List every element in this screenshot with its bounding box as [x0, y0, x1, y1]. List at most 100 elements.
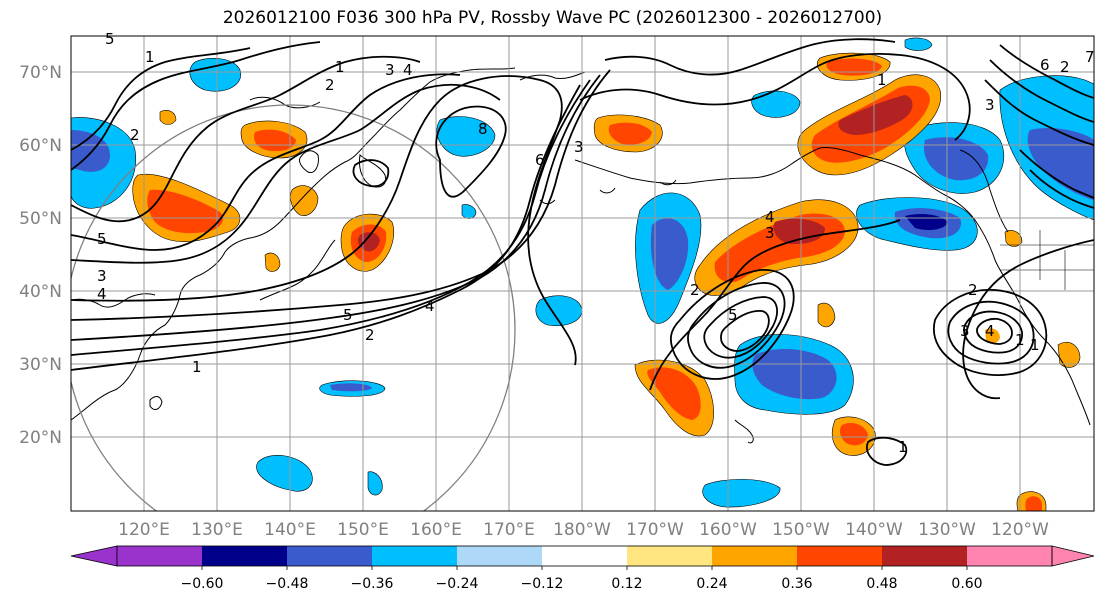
colorbar-tick-label-6: 0.12: [611, 576, 642, 592]
colorbar-tick-label-5: −0.12: [521, 576, 564, 592]
lon-label-170e: 170°E: [483, 520, 535, 540]
contour-label-19: 4: [765, 208, 775, 226]
contour-label-4: 1: [192, 358, 202, 376]
colorbar-tick-label-7: 0.24: [696, 576, 727, 592]
lon-label-160e: 160°E: [410, 520, 462, 540]
lon-label-120e: 120°E: [118, 520, 170, 540]
colorbar-segment-2: [202, 546, 287, 566]
contour-label-10: 2: [130, 126, 140, 144]
pv-contour-7: [71, 73, 461, 251]
contour-label-8: 2: [325, 76, 335, 94]
colorbar-frame: [116, 545, 1053, 567]
pv-contour-4: [71, 69, 611, 321]
lon-label-130e: 130°E: [191, 520, 243, 540]
contour-label-7: 4: [425, 297, 435, 315]
colorbar-segment-4: [372, 546, 457, 566]
gridlines: [71, 36, 1094, 511]
colorbar-extend-min: [70, 545, 118, 567]
contour-label-1: 5: [97, 230, 107, 248]
colorbar-extend-max: [1051, 545, 1095, 567]
pv-contour-3: [71, 74, 601, 341]
pv-contour-6: [71, 83, 501, 264]
contour-label-20: 3: [765, 224, 775, 242]
lat-label-50n: 50°N: [19, 209, 62, 229]
contour-label-15: 5: [105, 30, 115, 48]
contour-label-29: 2: [1060, 58, 1070, 76]
negative-anomaly-region-north: [189, 57, 496, 219]
pv-contour-20: [932, 288, 1048, 376]
colorbar-tick-label-10: 0.60: [951, 576, 982, 592]
longitude-labels: 120°E 130°E 140°E 150°E 160°E 170°E 180°…: [118, 520, 1049, 540]
pv-contour-16: [720, 310, 770, 352]
pv-contour-30: [866, 436, 908, 466]
pv-contour-9: [71, 41, 321, 171]
colorbar-tick-label-4: −0.24: [436, 576, 479, 592]
colorbar-ticks: [201, 566, 968, 570]
pv-contour-25: [984, 79, 1094, 146]
contour-labels: 5 3 4 1 2 5 4 2 1 2 3 4 1 6 5 8 3 2 4 3 …: [97, 30, 1095, 456]
colorbar-tick-label-3: −0.36: [351, 576, 394, 592]
contour-label-28: 6: [1040, 56, 1050, 74]
pv-contour-14: [687, 282, 786, 369]
pv-contour-22: [963, 310, 1023, 354]
colorbar-segment-8: [712, 546, 797, 566]
colorbar-segment-5: [457, 546, 542, 566]
pv-contour-24: [962, 239, 1094, 400]
pv-contour-12: [435, 105, 507, 198]
gray-radius-circle: [71, 104, 516, 511]
pv-contour-21: [947, 300, 1035, 365]
contour-label-25: 3: [960, 322, 970, 340]
pv-contour-18: [579, 53, 971, 141]
map-frame: [70, 35, 1095, 512]
colorbar-segment-6: [542, 546, 627, 566]
asia-coast: [71, 67, 516, 421]
colorbar-segment-9: [797, 546, 882, 566]
taiwan-outline: [149, 396, 163, 410]
lat-label-60n: 60°N: [19, 136, 62, 156]
colorbar-segment-1: [117, 546, 202, 566]
colorbar: −0.60 −0.48 −0.36 −0.24 −0.12 0.12 0.24 …: [70, 545, 1095, 592]
lat-label-70n: 70°N: [19, 63, 62, 83]
pv-contour-26: [989, 59, 1094, 123]
colorbar-tick-label-1: −0.60: [181, 576, 224, 592]
contour-label-14: 6: [535, 151, 545, 169]
coastlines: [71, 67, 1094, 444]
colorbar-segment-11: [967, 546, 1052, 566]
lon-label-140e: 140°E: [264, 520, 316, 540]
pv-contour-19: [604, 38, 896, 76]
pv-contour-1: [71, 84, 581, 371]
contour-label-31: 7: [1085, 48, 1095, 66]
contour-label-12: 4: [403, 61, 413, 79]
contour-label-26: 4: [985, 322, 995, 340]
contour-label-22: 1: [877, 71, 887, 89]
kamchatka-outline: [359, 153, 387, 188]
chart-title: 2026012100 F036 300 hPa PV, Rossby Wave …: [222, 8, 883, 28]
contour-label-9: 1: [335, 58, 345, 76]
pv-contour-28: [1019, 149, 1094, 199]
lon-label-170w: 170°W: [626, 520, 684, 540]
canada-coast: [959, 149, 1009, 233]
contour-label-32: 1: [1030, 336, 1040, 354]
pv-contour-29: [1029, 169, 1094, 209]
contour-label-6: 5: [343, 306, 353, 324]
chukotka-coast: [519, 71, 586, 81]
lon-label-150w: 150°W: [772, 520, 830, 540]
contour-label-16: 8: [478, 120, 488, 138]
colorbar-segment-7: [627, 546, 712, 566]
contour-label-18: 2: [690, 281, 700, 299]
lon-label-160w: 160°W: [699, 520, 757, 540]
pv-contour-17: [649, 219, 901, 391]
contour-label-24: 2: [968, 281, 978, 299]
colorbar-segment-10: [882, 546, 967, 566]
pv-contour-13: [669, 269, 795, 380]
lon-label-150e: 150°E: [337, 520, 389, 540]
contour-label-30: 3: [985, 96, 995, 114]
pv-contour-23: [976, 317, 1013, 345]
lat-label-30n: 30°N: [19, 355, 62, 375]
pv-contour-27: [999, 44, 1094, 99]
contour-label-2: 3: [97, 267, 107, 285]
lon-label-120w: 120°W: [991, 520, 1049, 540]
pv-contour-15: [703, 296, 778, 359]
colorbar-segment-3: [287, 546, 372, 566]
